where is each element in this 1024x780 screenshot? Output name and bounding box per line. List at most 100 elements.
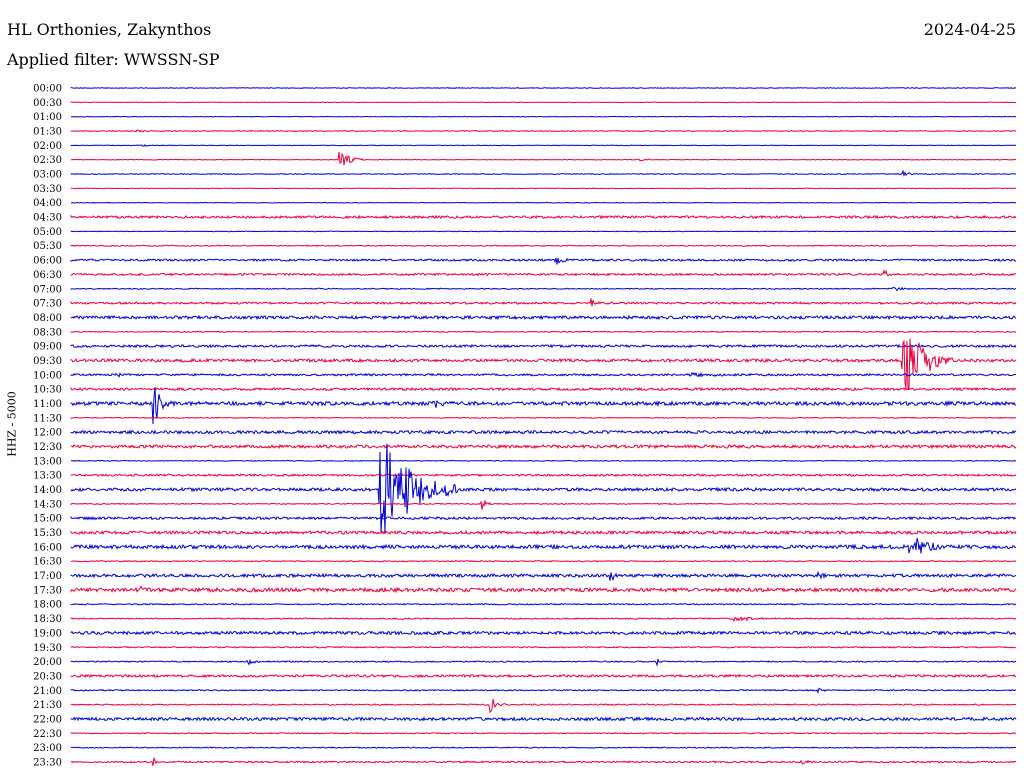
row-label-1300: 13:00 — [33, 456, 62, 467]
row-label-0430: 04:30 — [33, 213, 62, 224]
trace-row-2330 — [70, 757, 1017, 766]
trace-row-0030 — [70, 101, 1016, 104]
row-label-0500: 05:00 — [33, 227, 62, 238]
trace-row-0800 — [70, 314, 1017, 321]
row-label-0900: 09:00 — [33, 342, 62, 353]
row-label-0100: 01:00 — [33, 112, 62, 123]
row-label-0730: 07:30 — [33, 299, 62, 310]
row-label-2100: 21:00 — [33, 686, 62, 697]
row-label-0530: 05:30 — [33, 241, 62, 252]
row-label-1700: 17:00 — [33, 571, 62, 582]
trace-row-1830 — [70, 616, 1017, 623]
trace-row-0100 — [70, 115, 1017, 118]
row-label-1830: 18:30 — [33, 614, 62, 625]
row-label-1530: 15:30 — [33, 528, 62, 539]
trace-row-1700 — [70, 570, 1017, 582]
row-label-1900: 19:00 — [33, 628, 62, 639]
row-label-1030: 10:30 — [33, 385, 62, 396]
row-label-0230: 02:30 — [33, 155, 62, 166]
trace-row-0500 — [70, 230, 1017, 233]
row-label-0600: 06:00 — [33, 256, 62, 267]
trace-row-1330 — [70, 473, 1017, 478]
trace-row-1200 — [70, 429, 1017, 436]
row-label-1430: 14:30 — [33, 499, 62, 510]
row-label-2330: 23:30 — [33, 757, 62, 768]
trace-row-1930 — [70, 645, 1017, 649]
row-label-1200: 12:00 — [33, 428, 62, 439]
trace-row-0000 — [70, 87, 1017, 89]
station-title: HL Orthonies, Zakynthos — [7, 20, 212, 39]
trace-row-2130 — [70, 699, 1017, 714]
trace-row-0900 — [70, 343, 1017, 349]
trace-row-0300 — [70, 169, 1016, 178]
trace-row-0700 — [70, 286, 1017, 292]
trace-row-0530 — [70, 244, 1017, 247]
trace-row-2230 — [70, 732, 1017, 735]
trace-row-1900 — [70, 630, 1017, 636]
trace-row-1500 — [70, 515, 1017, 521]
row-label-0930: 09:30 — [33, 356, 62, 367]
row-label-2300: 23:00 — [33, 743, 62, 754]
row-label-0300: 03:00 — [33, 170, 62, 181]
row-label-2000: 20:00 — [33, 657, 62, 668]
trace-row-0200 — [70, 143, 1017, 147]
trace-row-0230 — [70, 151, 1017, 166]
row-label-1730: 17:30 — [33, 585, 62, 596]
trace-row-1000 — [70, 371, 1017, 378]
row-label-0700: 07:00 — [33, 284, 62, 295]
trace-row-1530 — [70, 529, 1017, 536]
trace-row-0430 — [70, 214, 1017, 220]
hour-labels: 00:00 00:30 01:00 01:30 02:00 02:30 03:00 03:30… — [33, 84, 62, 769]
trace-row-0830 — [70, 330, 1017, 333]
row-label-2030: 20:30 — [33, 671, 62, 682]
row-label-2130: 21:30 — [33, 700, 62, 711]
row-label-1500: 15:00 — [33, 514, 62, 525]
row-label-0330: 03:30 — [33, 184, 62, 195]
trace-row-0330 — [70, 187, 1017, 190]
row-label-0630: 06:30 — [33, 270, 62, 281]
row-label-1930: 19:30 — [33, 643, 62, 654]
trace-row-2030 — [70, 673, 1017, 679]
row-label-1400: 14:00 — [33, 485, 62, 496]
row-label-1230: 12:30 — [33, 442, 62, 453]
trace-row-1730 — [70, 585, 1017, 594]
row-label-1630: 16:30 — [33, 557, 62, 568]
row-label-2200: 22:00 — [33, 714, 62, 725]
trace-row-1100 — [70, 387, 1016, 425]
row-label-0030: 00:30 — [33, 98, 62, 109]
trace-row-0600 — [70, 257, 1017, 265]
trace-row-2300 — [70, 746, 1017, 749]
trace-row-1800 — [70, 602, 1017, 606]
row-label-1000: 10:00 — [33, 370, 62, 381]
filter-label: Applied filter: WWSSN-SP — [7, 50, 220, 69]
row-label-0200: 02:00 — [33, 141, 62, 152]
row-label-0400: 04:00 — [33, 198, 62, 209]
trace-row-1630 — [70, 560, 1017, 563]
row-label-0130: 01:30 — [33, 127, 62, 138]
row-label-0830: 08:30 — [33, 327, 62, 338]
trace-row-0130 — [70, 129, 1017, 133]
row-label-0000: 00:00 — [33, 84, 62, 95]
row-label-1800: 18:00 — [33, 600, 62, 611]
trace-row-2200 — [70, 716, 1017, 722]
trace-row-1030 — [70, 386, 1017, 392]
row-label-1100: 11:00 — [33, 399, 62, 410]
row-label-2230: 22:30 — [33, 729, 62, 740]
row-label-1130: 11:30 — [33, 413, 62, 424]
trace-row-1230 — [70, 443, 1017, 450]
trace-row-1600 — [70, 538, 1017, 554]
trace-row-2000 — [70, 658, 1017, 667]
trace-row-2100 — [70, 687, 1017, 694]
trace-row-1130 — [70, 416, 1017, 419]
seismic-traces — [70, 87, 1017, 766]
trace-row-1430 — [70, 499, 1017, 510]
row-label-1330: 13:30 — [33, 471, 62, 482]
record-date: 2024-04-25 — [923, 20, 1016, 39]
trace-row-0630 — [70, 269, 1017, 277]
trace-row-0730 — [70, 298, 1017, 307]
trace-row-0400 — [70, 201, 1017, 204]
row-label-0800: 08:00 — [33, 313, 62, 324]
row-label-1600: 16:00 — [33, 542, 62, 553]
trace-row-1400 — [70, 443, 1017, 534]
